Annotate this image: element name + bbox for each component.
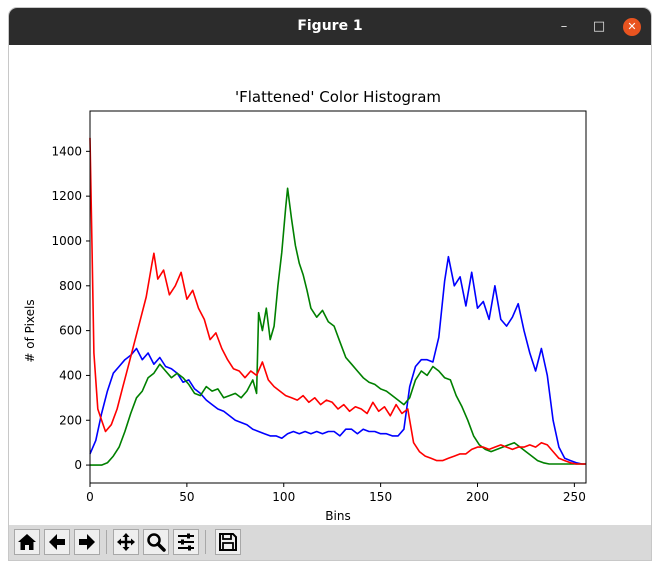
series-layer bbox=[89, 137, 586, 466]
x-tick-label: 0 bbox=[86, 490, 94, 504]
zoom-icon bbox=[147, 533, 166, 552]
x-tick-label: 150 bbox=[369, 490, 392, 504]
y-tick-label: 200 bbox=[59, 413, 82, 427]
title-bar[interactable]: Figure 1 – □ ✕ bbox=[9, 8, 651, 45]
back-icon bbox=[49, 534, 65, 550]
zoom-button[interactable] bbox=[143, 529, 169, 555]
y-tick-label: 1400 bbox=[51, 144, 82, 158]
save-icon bbox=[219, 533, 237, 551]
tick-layer: 0 50 100 150 200 250 0 200 400 600 800 1000 1200 1400 bbox=[51, 144, 585, 504]
save-button[interactable] bbox=[215, 529, 241, 555]
forward-button[interactable] bbox=[74, 529, 100, 555]
pan-icon bbox=[117, 533, 135, 551]
series-line-2 bbox=[89, 137, 586, 465]
x-tick-label: 250 bbox=[563, 490, 586, 504]
home-icon bbox=[18, 534, 36, 550]
configure-subplots-icon bbox=[178, 533, 194, 551]
navigation-toolbar bbox=[9, 525, 651, 560]
window-title: Figure 1 bbox=[297, 18, 363, 34]
figure-canvas[interactable]: 'Flattened' Color Histogram Bins # of Pi… bbox=[9, 45, 651, 525]
histogram-chart: 'Flattened' Color Histogram Bins # of Pi… bbox=[23, 88, 587, 523]
home-button[interactable] bbox=[14, 529, 40, 555]
minimize-button[interactable]: – bbox=[560, 19, 568, 34]
y-tick-label: 1200 bbox=[51, 189, 82, 203]
pan-button[interactable] bbox=[113, 529, 139, 555]
toolbar-separator bbox=[106, 530, 107, 554]
plot-frame bbox=[89, 110, 587, 484]
maximize-button[interactable]: □ bbox=[592, 19, 606, 34]
y-tick-label: 600 bbox=[59, 324, 82, 338]
y-axis-label: # of Pixels bbox=[23, 299, 37, 362]
x-tick-label: 200 bbox=[466, 490, 489, 504]
y-tick-label: 800 bbox=[59, 279, 82, 293]
x-tick-label: 100 bbox=[272, 490, 295, 504]
figure-window: Figure 1 – □ ✕ 'Flattened' Color Histogr… bbox=[9, 8, 651, 560]
close-button[interactable]: ✕ bbox=[623, 18, 641, 36]
x-axis-label: Bins bbox=[325, 509, 350, 523]
y-tick-label: 0 bbox=[74, 458, 82, 472]
y-tick-label: 1000 bbox=[51, 234, 82, 248]
chart-title: 'Flattened' Color Histogram bbox=[235, 88, 441, 106]
series-line-0 bbox=[89, 255, 586, 465]
y-tick-label: 400 bbox=[59, 368, 82, 382]
forward-icon bbox=[79, 534, 95, 550]
series-line-1 bbox=[90, 187, 586, 466]
toolbar-separator bbox=[205, 530, 206, 554]
back-button[interactable] bbox=[44, 529, 70, 555]
x-tick-label: 50 bbox=[179, 490, 194, 504]
configure-subplots-button[interactable] bbox=[173, 529, 199, 555]
